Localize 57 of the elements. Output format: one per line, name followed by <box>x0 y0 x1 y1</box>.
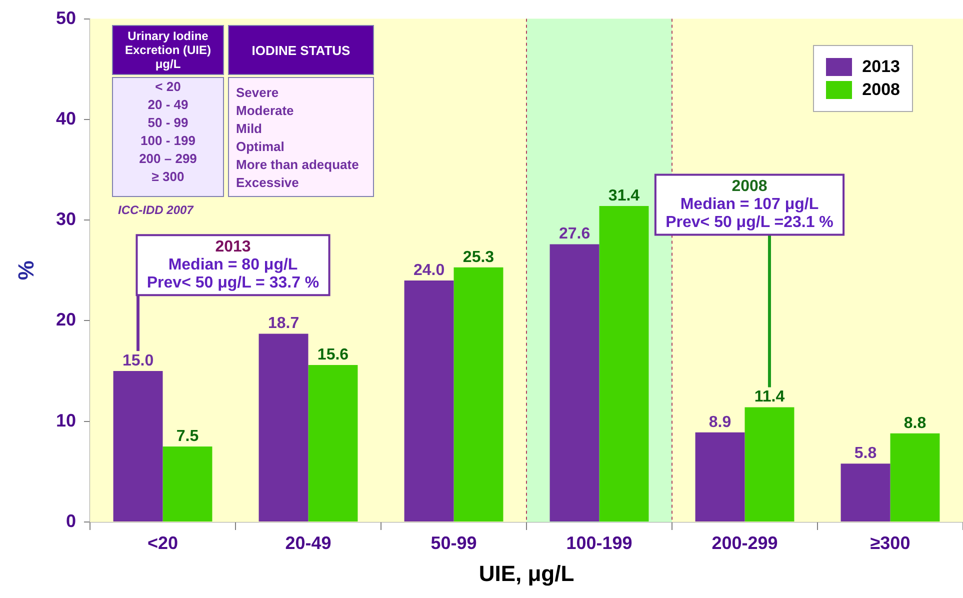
x-tick-label: 200-299 <box>712 532 778 553</box>
bar <box>890 433 940 522</box>
x-tick-label: 50-99 <box>430 532 477 553</box>
annotation: 2013 Median = 80 μg/L Prev< 50 μg/L = 33.7 % <box>146 238 320 292</box>
annotation: Optimal <box>236 138 286 156</box>
bar <box>308 365 358 522</box>
data-label: 27.6 <box>558 226 590 243</box>
x-tick-label: <20 <box>147 532 178 553</box>
annotation: ICC-IDD 2007 <box>118 203 194 217</box>
y-tick-label: 20 <box>56 310 76 330</box>
annotation: Severe <box>236 84 280 102</box>
legend-label: 2008 <box>862 80 900 100</box>
bar <box>744 407 794 522</box>
bar <box>162 446 212 522</box>
bar <box>840 464 890 522</box>
annotation: Urinary Iodine Excretion (UIE) μg/L <box>112 25 224 75</box>
x-tick-label: ≥300 <box>870 532 910 553</box>
bar <box>258 334 308 522</box>
y-tick-label: 50 <box>56 8 76 28</box>
y-tick-label: 0 <box>66 510 76 531</box>
bar <box>695 432 745 522</box>
annotation: IODINE STATUS <box>228 25 374 75</box>
data-label: 8.8 <box>904 414 926 432</box>
data-label: 8.9 <box>708 414 732 431</box>
data-label: 18.7 <box>268 315 300 332</box>
bar <box>404 280 454 522</box>
data-label: 15.6 <box>317 346 349 364</box>
annotation: More than adequate <box>236 156 360 174</box>
annotation: < 20 <box>154 78 182 96</box>
y-tick-label: 40 <box>56 108 76 128</box>
y-tick-label: 10 <box>56 410 76 430</box>
x-tick-label: 100-199 <box>566 532 632 553</box>
bar <box>599 206 649 522</box>
data-label: 25.3 <box>462 248 494 266</box>
bar <box>454 267 504 522</box>
x-tick-label: 20-49 <box>285 532 332 553</box>
annotation: 50 - 99 <box>146 114 190 132</box>
data-label: 31.4 <box>608 187 640 204</box>
bar <box>550 244 600 522</box>
data-label: 24.0 <box>413 262 445 279</box>
data-label: 15.0 <box>122 352 154 370</box>
annotation: Moderate <box>236 102 295 120</box>
data-label: 5.8 <box>854 445 877 462</box>
legend-label: 2013 <box>862 57 900 77</box>
data-label: 11.4 <box>754 388 785 406</box>
data-label: 7.5 <box>176 428 199 445</box>
bar <box>113 371 163 522</box>
annotation: Excessive <box>236 174 300 192</box>
y-axis-title: % <box>13 260 38 280</box>
annotation: 20 - 49 <box>146 96 190 114</box>
annotation: 200 – 299 <box>138 150 198 168</box>
annotation: ≥ 300 <box>150 168 186 186</box>
annotation: Mild <box>236 120 263 138</box>
annotation: 100 - 199 <box>140 132 196 150</box>
x-axis-title: UIE, μg/L <box>478 560 574 586</box>
annotation: 2008 Median = 107 μg/L Prev< 50 μg/L =23.1 % <box>666 178 834 232</box>
y-tick-label: 30 <box>56 209 76 230</box>
